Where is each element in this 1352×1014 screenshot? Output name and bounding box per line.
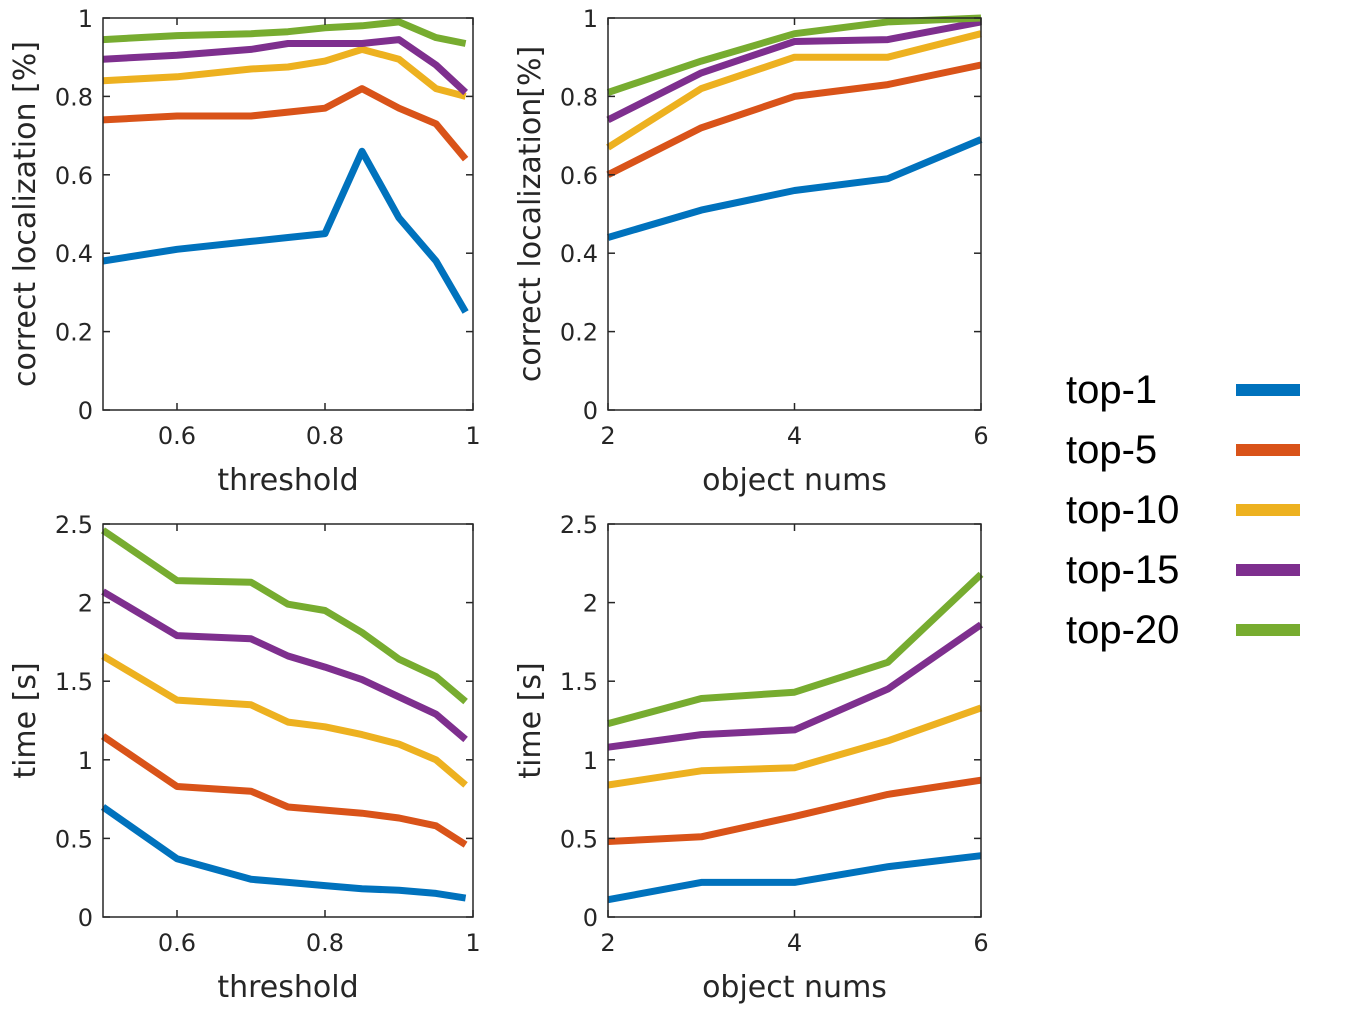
axes-box (102, 523, 474, 918)
y-tick-label: 1 (583, 747, 598, 775)
series-line-top-5 (102, 85, 469, 162)
series-line-top-15 (606, 18, 982, 124)
chart-panel-4: 2 4 6 0 0.5 1 1.5 2 2.5 object nums time [s] (513, 511, 989, 1005)
y-tick-label: 0.6 (560, 162, 598, 190)
y-tick-label: 0.5 (560, 825, 598, 853)
legend-item-top-15: top-15 (1066, 540, 1326, 600)
y-tick-label: 2 (78, 590, 93, 618)
axes-box (102, 17, 474, 411)
series-line-top-10 (606, 30, 982, 151)
legend-item-top-5: top-5 (1066, 420, 1326, 480)
y-tick-label: 0.8 (55, 83, 93, 111)
y-tick-label: 2.5 (560, 511, 598, 539)
y-axis-label: correct localization[%] (513, 46, 548, 382)
legend-label: top-5 (1066, 427, 1158, 472)
chart-panel-3: 0.6 0.8 1 0 0.5 1 1.5 2 2.5 threshold time [s] (8, 511, 481, 1005)
series-line-top-5 (101, 733, 468, 848)
y-tick-label: 0 (78, 397, 93, 425)
y-tick-label: 1.5 (55, 668, 93, 696)
y-tick-label: 1 (78, 747, 93, 775)
series-line-top-15 (101, 588, 468, 743)
x-tick-label: 2 (600, 422, 615, 450)
y-tick-label: 0.2 (560, 319, 598, 347)
x-tick-label: 6 (973, 422, 988, 450)
series-line-top-10 (101, 652, 468, 788)
legend-swatch (1236, 504, 1300, 516)
x-tick-label: 0.8 (306, 422, 344, 450)
legend-item-top-20: top-20 (1066, 600, 1326, 660)
series-line-top-1 (100, 804, 467, 902)
y-tick-label: 0.6 (55, 162, 93, 190)
series-line-top-20 (102, 18, 467, 47)
x-tick-label: 0.6 (158, 422, 196, 450)
chart-panel-1: 0.6 0.8 1 0 0.2 0.4 0.6 0.8 1 threshold correct lo… (8, 5, 481, 498)
y-tick-label: 2 (583, 590, 598, 618)
y-tick-label: 1.5 (560, 668, 598, 696)
x-axis-label: object nums (702, 463, 887, 498)
y-tick-label: 0.2 (55, 319, 93, 347)
series-line-top-1 (102, 147, 469, 314)
legend: top-1 top-5 top-10 top-15 top-20 (1066, 360, 1326, 660)
series-line-top-10 (102, 45, 467, 100)
x-tick-label: 1 (465, 422, 480, 450)
y-tick-label: 0.5 (55, 825, 93, 853)
legend-label: top-15 (1066, 547, 1180, 592)
y-tick-label: 0 (583, 397, 598, 425)
series-line-top-1 (607, 852, 982, 904)
y-tick-label: 1 (78, 5, 93, 33)
y-tick-label: 0.4 (55, 240, 93, 268)
chart-panel-2: 2 4 6 0 0.2 0.4 0.6 0.8 1 object nums correct loca… (513, 5, 989, 498)
y-tick-label: 0 (583, 904, 598, 932)
series-line-top-10 (607, 704, 983, 789)
series-line-top-15 (102, 36, 468, 96)
series-line-top-15 (607, 621, 983, 751)
x-tick-label: 2 (600, 929, 615, 957)
series-line-top-5 (607, 776, 982, 845)
y-tick-label: 0 (78, 904, 93, 932)
y-axis-label: correct localization [%] (8, 41, 43, 387)
y-axis-label: time [s] (8, 662, 43, 778)
legend-label: top-1 (1066, 367, 1158, 412)
y-tick-label: 0.8 (560, 83, 598, 111)
x-axis-label: threshold (217, 463, 358, 498)
series-line-top-20 (606, 14, 982, 96)
y-axis-label: time [s] (513, 662, 548, 778)
legend-item-top-10: top-10 (1066, 480, 1326, 540)
legend-swatch (1236, 384, 1300, 396)
legend-swatch (1236, 564, 1300, 576)
legend-label: top-10 (1066, 487, 1180, 532)
y-tick-label: 0.4 (560, 240, 598, 268)
legend-item-top-1: top-1 (1066, 360, 1326, 420)
series-line-top-20 (101, 527, 468, 705)
x-tick-label: 0.6 (158, 929, 196, 957)
x-axis-label: threshold (217, 970, 358, 1005)
legend-label: top-20 (1066, 607, 1180, 652)
y-tick-label: 2.5 (55, 511, 93, 539)
x-tick-label: 4 (787, 929, 802, 957)
series-line-top-20 (607, 571, 984, 727)
y-tick-label: 1 (583, 5, 598, 33)
axes-box (607, 523, 982, 918)
x-tick-label: 0.8 (306, 929, 344, 957)
x-axis-label: object nums (702, 970, 887, 1005)
legend-swatch (1236, 624, 1300, 636)
x-tick-label: 1 (465, 929, 480, 957)
series-line-top-1 (607, 136, 983, 241)
x-tick-label: 4 (787, 422, 802, 450)
series-line-top-5 (606, 61, 982, 178)
legend-swatch (1236, 444, 1300, 456)
x-tick-label: 6 (973, 929, 988, 957)
